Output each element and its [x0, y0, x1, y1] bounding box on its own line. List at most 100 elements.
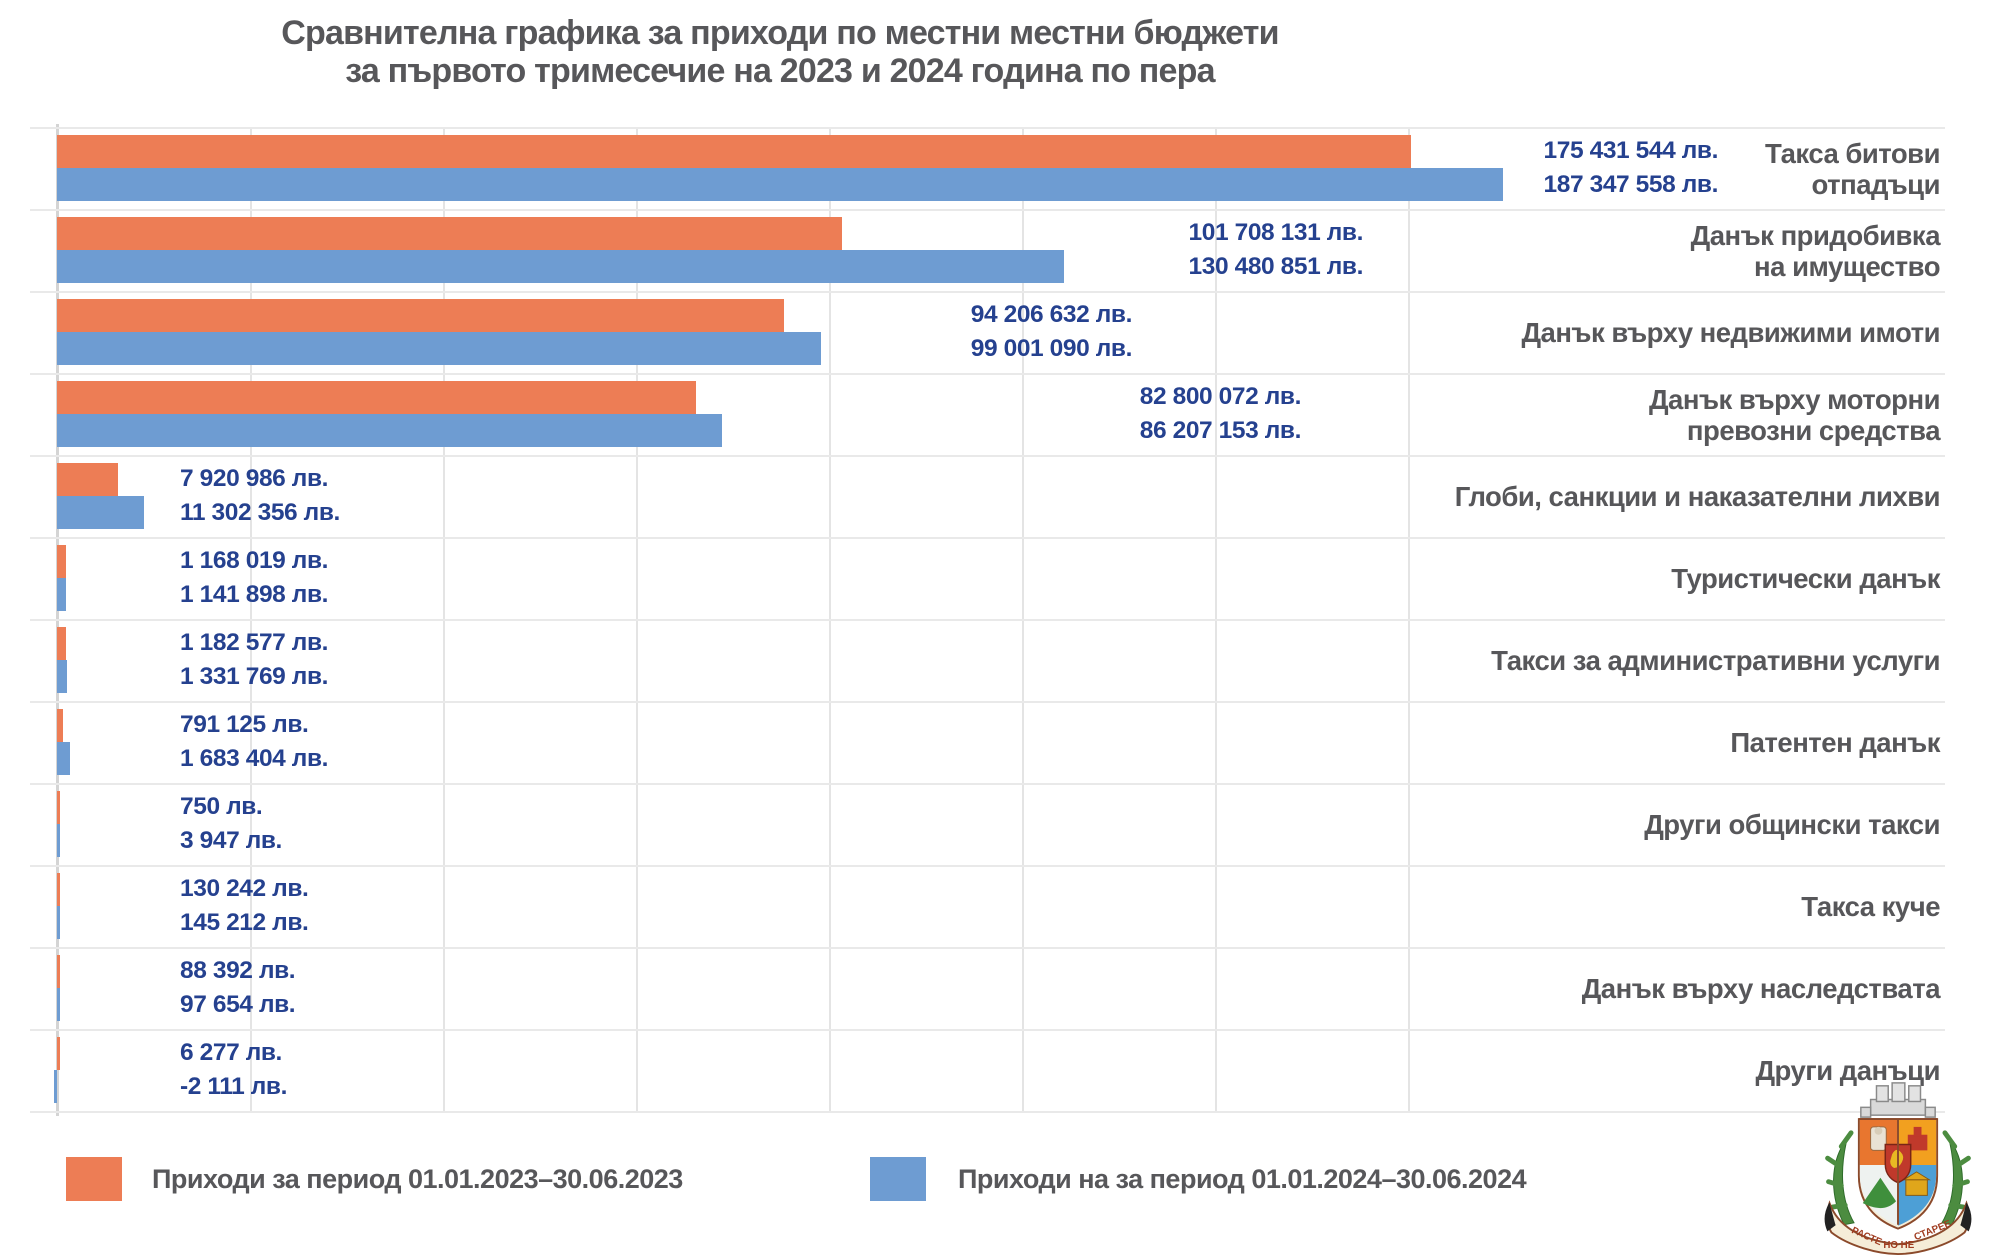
row-separator	[30, 783, 1945, 785]
value-label-2024-row9: 3 947 лв.	[180, 827, 282, 854]
value-label-2023-row11: 88 392 лв.	[180, 957, 296, 984]
value-label-2023-row6: 1 168 019 лв.	[180, 547, 329, 574]
category-label-line: Патентен данък	[1730, 727, 1940, 758]
legend-swatch-2023[interactable]	[66, 1157, 122, 1201]
category-label-row12: Други данъци	[1755, 1055, 1940, 1086]
value-label-2023-row9: 750 лв.	[180, 793, 263, 820]
bar-2024-row2[interactable]	[57, 250, 1065, 283]
value-label-2023-row2: 101 708 131 лв.	[1188, 219, 1364, 246]
bar-2023-row7[interactable]	[57, 627, 67, 660]
category-label-line: Данък върху моторни	[1648, 384, 1941, 415]
category-label-row4: Данък върху моторни превозни средства	[1648, 384, 1941, 446]
chart-title-line2: за първото тримесечие на 2023 и 2024 год…	[345, 52, 1215, 90]
category-label-row7: Такси за административни услуги	[1491, 645, 1940, 676]
value-label-2024-row7: 1 331 769 лв.	[180, 663, 329, 690]
bar-2023-row5[interactable]	[57, 463, 119, 496]
category-label-line: превозни средства	[1686, 415, 1941, 446]
category-label-row6: Туристически данък	[1671, 563, 1940, 594]
bar-2023-row8[interactable]	[57, 709, 64, 742]
category-label-line: на имущество	[1754, 251, 1940, 282]
bar-2024-row9[interactable]	[57, 824, 60, 857]
category-label-row3: Данък върху недвижими имоти	[1521, 317, 1940, 348]
bar-2023-row12[interactable]	[57, 1037, 60, 1070]
category-label-line: Други общински такси	[1644, 809, 1940, 840]
value-label-2024-row12: -2 111 лв.	[180, 1073, 288, 1100]
bar-2024-row10[interactable]	[57, 906, 60, 939]
bar-2024-row1[interactable]	[57, 168, 1503, 201]
laurel-branches	[1825, 1130, 1971, 1226]
row-separator	[30, 455, 1945, 457]
bar-2024-row8[interactable]	[57, 742, 70, 775]
value-label-2023-row3: 94 206 632 лв.	[970, 301, 1133, 328]
shield	[1857, 1118, 1939, 1230]
row-separator	[30, 373, 1945, 375]
bar-2023-row6[interactable]	[57, 545, 66, 578]
row-separator	[30, 701, 1945, 703]
bar-2023-row9[interactable]	[57, 791, 60, 824]
category-label-line: Глоби, санкции и наказателни лихви	[1454, 481, 1941, 512]
category-label-row10: Такса куче	[1801, 891, 1940, 922]
value-label-2024-row1: 187 347 558 лв.	[1543, 171, 1719, 198]
value-label-2023-row5: 7 920 986 лв.	[180, 465, 329, 492]
motto-text-center: НО НЕ	[1883, 1240, 1914, 1251]
value-label-2024-row2: 130 480 851 лв.	[1188, 253, 1364, 280]
value-label-2024-row11: 97 654 лв.	[180, 991, 296, 1018]
row-separator	[30, 947, 1945, 949]
category-label-line: Данък придобивка	[1690, 220, 1941, 251]
value-label-2024-row4: 86 207 153 лв.	[1139, 417, 1302, 444]
category-label-line: Такси за административни услуги	[1491, 645, 1940, 676]
row-separator	[30, 127, 1945, 129]
value-label-2024-row6: 1 141 898 лв.	[180, 581, 329, 608]
category-label-row11: Данък върху наследствата	[1581, 973, 1941, 1004]
row-separator	[30, 537, 1945, 539]
value-label-2024-row8: 1 683 404 лв.	[180, 745, 329, 772]
value-label-2024-row10: 145 212 лв.	[180, 909, 309, 936]
category-label-row8: Патентен данък	[1730, 727, 1940, 758]
bar-2024-row7[interactable]	[57, 660, 68, 693]
bar-2023-row11[interactable]	[57, 955, 60, 988]
legend-label-2024[interactable]: Приходи на за период 01.01.2024–30.06.20…	[958, 1164, 1527, 1194]
value-label-2023-row7: 1 182 577 лв.	[180, 629, 329, 656]
crown-icon	[1860, 1082, 1936, 1118]
row-separator	[30, 865, 1945, 867]
legend-swatch-2024[interactable]	[870, 1157, 926, 1201]
value-label-2023-row1: 175 431 544 лв.	[1543, 137, 1719, 164]
bar-2023-row1[interactable]	[57, 135, 1412, 168]
chart-title: Сравнителна графика за приходи по местни…	[0, 14, 1560, 90]
sofia-coat-of-arms-logo: РАСТЕ НО НЕ СТАРЕЕ	[1824, 1082, 1972, 1256]
category-label-line: Туристически данък	[1671, 563, 1940, 594]
bar-2024-row6[interactable]	[57, 578, 66, 611]
category-label-row5: Глоби, санкции и наказателни лихви	[1454, 481, 1941, 512]
row-separator	[30, 1029, 1945, 1031]
row-separator	[30, 291, 1945, 293]
value-label-2023-row4: 82 800 072 лв.	[1139, 383, 1302, 410]
value-label-2023-row10: 130 242 лв.	[180, 875, 309, 902]
category-label-line: Такса битови	[1765, 138, 1940, 169]
value-label-2023-row12: 6 277 лв.	[180, 1039, 282, 1066]
row-separator	[30, 209, 1945, 211]
bar-2024-row11[interactable]	[57, 988, 60, 1021]
bar-2023-row2[interactable]	[57, 217, 842, 250]
bar-2023-row4[interactable]	[57, 381, 697, 414]
category-label-line: Такса куче	[1801, 891, 1940, 922]
category-label-row9: Други общински такси	[1644, 809, 1940, 840]
category-label-line: Данък върху недвижими имоти	[1521, 317, 1940, 348]
category-label-row1: Такса битови отпадъци	[1765, 138, 1940, 200]
category-label-line: отпадъци	[1811, 169, 1941, 200]
value-label-2023-row8: 791 125 лв.	[180, 711, 309, 738]
legend-label-2023[interactable]: Приходи за период 01.01.2023–30.06.2023	[152, 1164, 683, 1194]
bar-2024-row3[interactable]	[57, 332, 822, 365]
bar-2024-row12[interactable]	[54, 1070, 57, 1103]
bar-2024-row4[interactable]	[57, 414, 723, 447]
row-separator	[30, 1111, 1945, 1113]
category-label-line: Данък върху наследствата	[1581, 973, 1941, 1004]
row-separator	[30, 619, 1945, 621]
value-label-2024-row3: 99 001 090 лв.	[970, 335, 1133, 362]
category-label-line: Други данъци	[1755, 1055, 1940, 1086]
value-label-2024-row5: 11 302 356 лв.	[180, 499, 340, 526]
bar-2023-row10[interactable]	[57, 873, 60, 906]
bar-2024-row5[interactable]	[57, 496, 145, 529]
chart-title-line1: Сравнителна графика за приходи по местни…	[281, 14, 1279, 52]
bar-2023-row3[interactable]	[57, 299, 785, 332]
